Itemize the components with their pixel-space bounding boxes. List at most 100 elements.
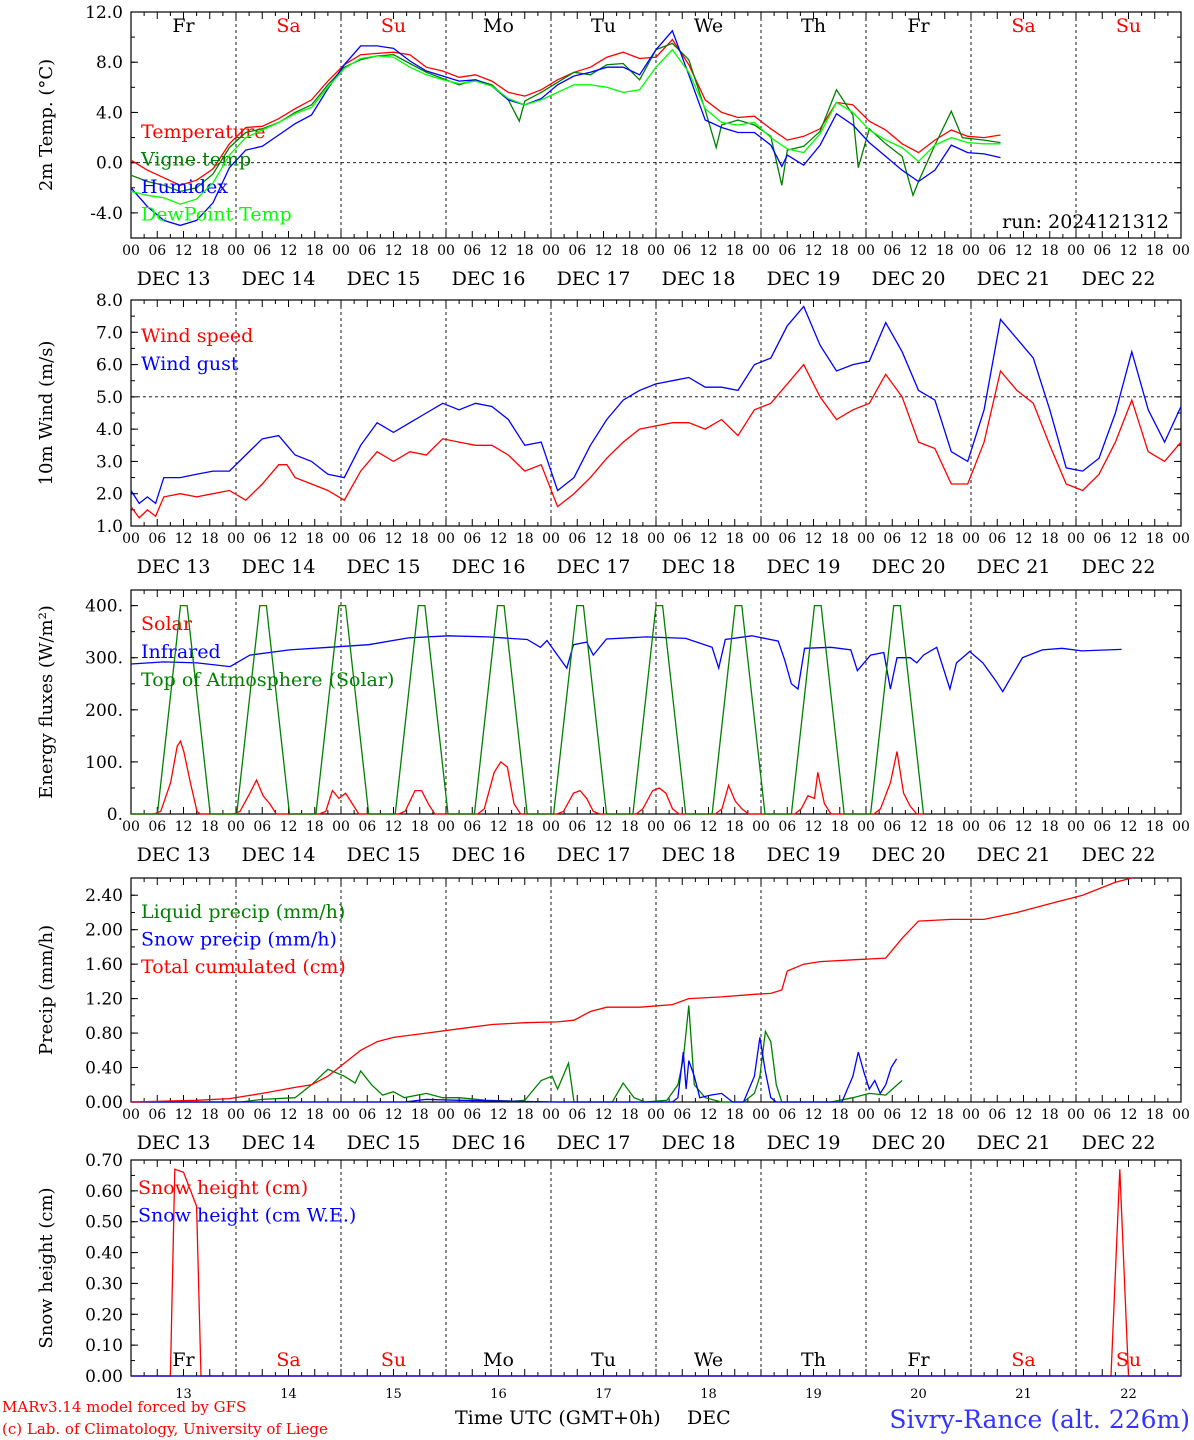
hour-tick-label: 00 bbox=[1067, 243, 1085, 259]
date-label: DEC 22 bbox=[1082, 556, 1156, 578]
weekday-label: We bbox=[694, 15, 723, 37]
hour-tick-label: 18 bbox=[1146, 531, 1164, 547]
weekday-label: Th bbox=[801, 1349, 826, 1371]
hour-tick-label: 06 bbox=[778, 531, 796, 547]
date-label: DEC 17 bbox=[557, 1132, 631, 1154]
date-label: DEC 14 bbox=[242, 268, 316, 290]
hour-tick-label: 18 bbox=[1041, 1107, 1059, 1123]
y-tick-label: 1.0 bbox=[96, 517, 123, 537]
series-line-4 bbox=[130, 48, 1001, 205]
hour-tick-label: 18 bbox=[936, 1107, 954, 1123]
hour-tick-label: 18 bbox=[831, 531, 849, 547]
y-axis-label: Snow height (cm) bbox=[36, 1187, 57, 1348]
weekday-label: Fr bbox=[172, 1349, 195, 1371]
hour-tick-label: 18 bbox=[1146, 243, 1164, 259]
panel-3: 400. 300. 200. 100. 0. Energy fluxes (W/m²) So… bbox=[36, 589, 1190, 866]
run-label: run: 2024121312 bbox=[1002, 211, 1169, 233]
hour-tick-label: 00 bbox=[1067, 531, 1085, 547]
y-tick-label: 0.60 bbox=[85, 1182, 123, 1202]
weekday-label: Fr bbox=[907, 15, 930, 37]
series-line-3 bbox=[130, 877, 1132, 1103]
y-tick-label: 3.0 bbox=[96, 452, 123, 472]
date-label: DEC 21 bbox=[977, 556, 1051, 578]
hour-tick-label: 00 bbox=[1172, 531, 1190, 547]
series-line-3 bbox=[131, 604, 925, 815]
hour-tick-label: 00 bbox=[962, 243, 980, 259]
date-label: DEC 17 bbox=[557, 268, 631, 290]
hour-tick-label: 06 bbox=[568, 243, 586, 259]
hour-tick-label: 18 bbox=[726, 1107, 744, 1123]
hour-tick-label: 06 bbox=[778, 819, 796, 835]
y-axis-label: 2m Temp. (°C) bbox=[36, 59, 57, 191]
hour-tick-label: 12 bbox=[385, 243, 403, 259]
y-tick-label: 0.30 bbox=[85, 1274, 123, 1294]
series-line-2 bbox=[130, 305, 1182, 505]
y-tick-label: 4.0 bbox=[96, 103, 123, 123]
date-label: DEC 16 bbox=[452, 844, 526, 866]
hour-tick-label: 00 bbox=[857, 819, 875, 835]
hour-tick-label: 18 bbox=[306, 531, 324, 547]
day-number-label: 15 bbox=[385, 1387, 402, 1402]
hour-tick-label: 06 bbox=[253, 243, 271, 259]
y-tick-label: 1.60 bbox=[85, 955, 123, 975]
hour-tick-label: 18 bbox=[831, 243, 849, 259]
hour-tick-label: 12 bbox=[910, 819, 928, 835]
y-tick-label: 0.40 bbox=[85, 1059, 123, 1079]
hour-tick-label: 12 bbox=[490, 819, 508, 835]
weekday-label: Su bbox=[1116, 15, 1141, 37]
hour-tick-label: 06 bbox=[1093, 531, 1111, 547]
date-label: DEC 13 bbox=[137, 844, 211, 866]
y-axis-label: Energy fluxes (W/m²) bbox=[36, 605, 57, 799]
legend-entry: Snow height (cm) bbox=[138, 1177, 308, 1199]
hour-tick-label: 06 bbox=[988, 819, 1006, 835]
legend-entry: Liquid precip (mm/h) bbox=[141, 901, 345, 923]
hour-tick-label: 18 bbox=[1146, 1107, 1164, 1123]
hour-tick-label: 06 bbox=[1093, 1107, 1111, 1123]
hour-tick-label: 00 bbox=[542, 1107, 560, 1123]
legend-entry: Solar bbox=[141, 613, 193, 635]
date-label: DEC 16 bbox=[452, 556, 526, 578]
date-label: DEC 14 bbox=[242, 844, 316, 866]
hour-tick-label: 06 bbox=[463, 243, 481, 259]
hour-tick-label: 00 bbox=[1172, 819, 1190, 835]
y-tick-label: 2.40 bbox=[85, 886, 123, 906]
hour-tick-label: 06 bbox=[673, 1107, 691, 1123]
hour-tick-label: 06 bbox=[568, 1107, 586, 1123]
hour-tick-label: 12 bbox=[805, 243, 823, 259]
legend-entry: Temperature bbox=[141, 121, 265, 143]
date-label: DEC 21 bbox=[977, 268, 1051, 290]
hour-tick-label: 00 bbox=[647, 243, 665, 259]
hour-tick-label: 06 bbox=[253, 531, 271, 547]
weekday-label: Sa bbox=[1011, 15, 1035, 37]
hour-tick-label: 12 bbox=[175, 531, 193, 547]
hour-tick-label: 18 bbox=[411, 1107, 429, 1123]
hour-tick-label: 12 bbox=[595, 819, 613, 835]
panel-4: 2.40 2.00 1.60 1.20 0.80 0.40 0.00 Precip (mm/h… bbox=[36, 877, 1190, 1154]
day-number-label: 16 bbox=[490, 1387, 507, 1402]
weekday-label: Tu bbox=[591, 1349, 616, 1371]
hour-tick-label: 18 bbox=[936, 243, 954, 259]
y-tick-label: 1.20 bbox=[85, 990, 123, 1010]
month-label: DEC bbox=[687, 1407, 731, 1429]
hour-tick-label: 18 bbox=[306, 819, 324, 835]
hour-tick-label: 18 bbox=[621, 243, 639, 259]
hour-tick-label: 12 bbox=[700, 243, 718, 259]
hour-tick-label: 06 bbox=[253, 1107, 271, 1123]
date-label: DEC 15 bbox=[347, 844, 421, 866]
legend-entry: Snow height (cm W.E.) bbox=[138, 1205, 356, 1227]
date-label: DEC 20 bbox=[872, 844, 946, 866]
y-tick-label: 0.20 bbox=[85, 1305, 123, 1325]
day-number-label: 18 bbox=[700, 1387, 717, 1402]
date-label: DEC 13 bbox=[137, 1132, 211, 1154]
hour-tick-label: 12 bbox=[595, 1107, 613, 1123]
legend-entry: Vigne temp bbox=[140, 149, 251, 171]
hour-tick-label: 00 bbox=[752, 1107, 770, 1123]
hour-tick-label: 18 bbox=[936, 819, 954, 835]
hour-tick-label: 00 bbox=[647, 1107, 665, 1123]
day-number-label: 19 bbox=[805, 1387, 822, 1402]
hour-tick-label: 12 bbox=[1015, 1107, 1033, 1123]
hour-tick-label: 12 bbox=[1015, 819, 1033, 835]
y-axis-label: 10m Wind (m/s) bbox=[36, 341, 57, 486]
hour-tick-label: 00 bbox=[227, 243, 245, 259]
